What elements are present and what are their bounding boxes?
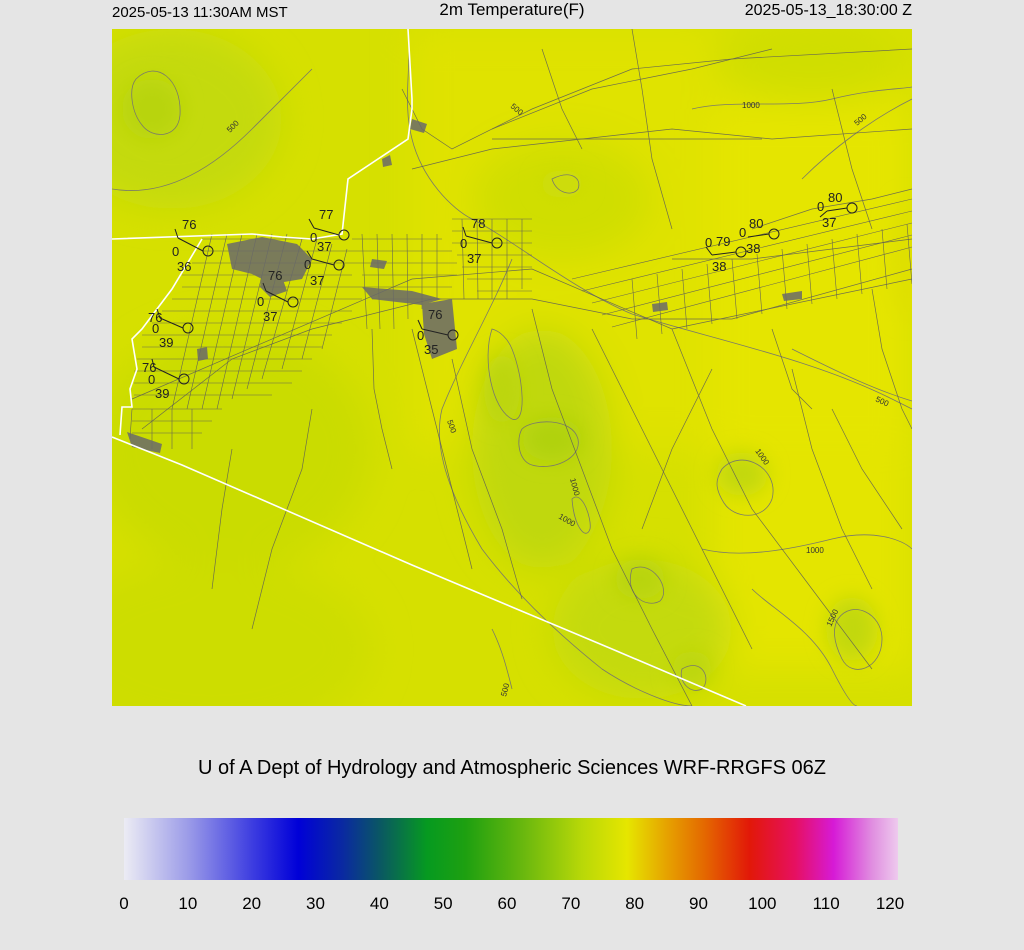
colorbar-tick-label: 60 (497, 894, 517, 913)
urban-areas (127, 119, 802, 453)
station-dewpoint: 39 (155, 386, 169, 401)
station-wind: 0 (304, 257, 311, 272)
colorbar-tick-label: 70 (561, 894, 581, 913)
station-wind: 0 (817, 199, 824, 214)
station-temp: 76 (148, 310, 162, 325)
colorbar-tick-label: 100 (748, 894, 777, 913)
station-temp: 77 (319, 207, 333, 222)
colorbar-tick-label: 120 (875, 894, 905, 913)
station-dewpoint: 37 (317, 239, 331, 254)
colorbar-tick-label: 90 (689, 894, 708, 913)
colorbar-tick-label: 10 (178, 894, 198, 913)
station-dewpoint: 36 (177, 259, 191, 274)
station-wind: 0 (152, 321, 159, 336)
station-dewpoint: 37 (263, 309, 277, 324)
station-temp: 76 (142, 360, 156, 375)
station-plots: 76 0 36 77 0 37 76 0 37 78 0 37 (142, 190, 858, 401)
temperature-colorbar (124, 818, 898, 880)
station-plot: 76 0 35 (417, 307, 459, 357)
valid-time-local: 2025-05-13 11:30AM MST (112, 4, 288, 21)
station-plot: 77 0 37 (308, 207, 350, 254)
colorbar-tick-label: 0 (119, 894, 129, 913)
station-wind: 0 (172, 244, 179, 259)
colorbar-tick-label: 80 (625, 894, 645, 913)
station-temp: 80 (828, 190, 842, 205)
station-temp: 79 (716, 234, 730, 249)
city-grids (129, 198, 912, 449)
colorbar-tick-label: 20 (242, 894, 262, 913)
station-dewpoint: 35 (424, 342, 438, 357)
model-credit: U of A Dept of Hydrology and Atmospheric… (197, 757, 827, 779)
colorbar-tick-label: 50 (433, 894, 453, 913)
station-dewpoint: 37 (467, 251, 481, 266)
map-title: 2m Temperature(F) (439, 0, 585, 19)
station-plot: 76 0 37 (257, 268, 299, 324)
road-network (131, 29, 912, 706)
contour-label: 1000 (742, 101, 760, 110)
station-temp: 76 (182, 217, 196, 232)
station-wind: 0 (460, 236, 467, 251)
station-wind: 0 (310, 230, 317, 245)
station-plot: 76 0 36 (172, 217, 214, 274)
station-temp: 80 (749, 216, 763, 231)
valid-time-utc: 2025-05-13_18:30:00 Z (744, 2, 912, 19)
station-temp: 78 (471, 216, 485, 231)
colorbar-tick-label: 40 (369, 894, 389, 913)
station-dewpoint: 38 (746, 241, 760, 256)
station-dewpoint: 38 (712, 259, 726, 274)
station-plot: 0 37 (304, 250, 345, 288)
station-wind: 0 (148, 372, 155, 387)
temperature-map: 500 1000 500 500 500 1000 500 1000 1000 … (112, 29, 912, 706)
station-temp: 76 (268, 268, 282, 283)
station-dewpoint: 37 (310, 273, 324, 288)
station-plot: 76 0 39 (142, 358, 190, 401)
contour-label: 500 (499, 682, 511, 698)
colorbar-tick-label: 110 (812, 894, 840, 913)
station-plot: 80 0 38 (739, 216, 780, 256)
station-plot: 78 0 37 (460, 216, 503, 266)
station-dewpoint: 37 (822, 215, 836, 230)
state-borders (112, 29, 747, 706)
contour-label: 1000 (806, 546, 824, 555)
station-wind: 0 (739, 225, 746, 240)
station-temp: 76 (428, 307, 442, 322)
station-dewpoint: 39 (159, 335, 173, 350)
station-wind: 0 (705, 235, 712, 250)
colorbar-gradient (124, 818, 898, 880)
cool-pockets (122, 79, 912, 687)
colorbar-tick-label: 30 (306, 894, 325, 913)
station-plot: 79 0 38 (705, 234, 747, 274)
contour-label: 500 (445, 419, 458, 435)
station-wind: 0 (257, 294, 264, 309)
station-wind: 0 (417, 328, 424, 343)
station-plot: 80 0 37 (817, 190, 858, 230)
station-plot: 76 0 39 (148, 308, 194, 350)
